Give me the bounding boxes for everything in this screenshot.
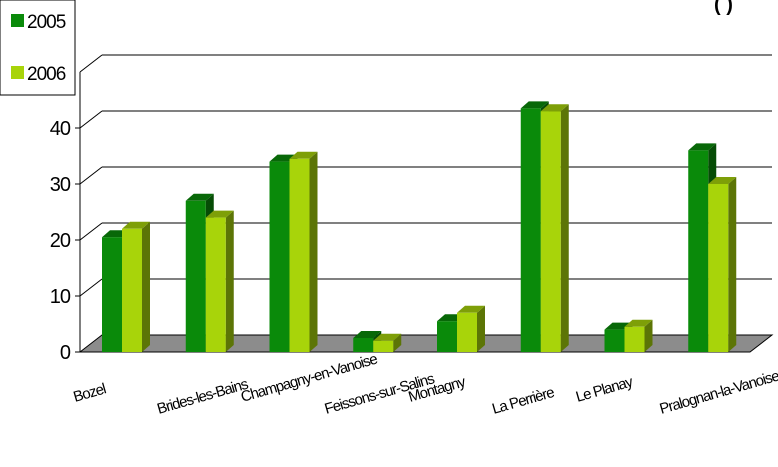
y-tick-label: 20 <box>50 230 71 252</box>
legend: 2005 2006 <box>0 0 76 96</box>
bar <box>540 104 569 352</box>
category-label: La Perrière <box>490 384 556 418</box>
y-tick-label: 10 <box>50 286 71 308</box>
partial-header-text: ( ) <box>714 0 733 16</box>
legend-swatch <box>11 66 24 79</box>
bar <box>289 151 318 352</box>
gridline-side <box>79 166 103 185</box>
category-label: Brides-les-Bains <box>155 376 250 418</box>
y-tick-label: 30 <box>50 174 71 196</box>
bar <box>624 319 653 352</box>
legend-swatch <box>11 14 24 27</box>
y-tick-label: 40 <box>50 118 71 140</box>
gridlines <box>79 54 772 297</box>
bar <box>373 333 402 352</box>
legend-label: 2005 <box>27 12 66 33</box>
bar <box>205 210 234 352</box>
bar <box>708 177 737 352</box>
category-label: Le Planay <box>574 373 636 406</box>
bar <box>457 305 485 352</box>
category-labels: Bozel Brides-les-BainsChampagny-en-Vanois… <box>71 351 778 418</box>
chart-floor <box>78 334 774 353</box>
y-tick-labels: 0 10 20 30 40 <box>50 118 80 364</box>
gridline-side <box>79 278 103 297</box>
y-tick-label: 0 <box>60 342 71 364</box>
bars <box>102 101 737 353</box>
gridline-side <box>79 110 103 129</box>
gridline-side <box>79 54 103 73</box>
category-label: Bozel <box>71 380 108 405</box>
category-label: Pralognan-la-Vanoise <box>658 367 778 417</box>
gridline-side <box>79 222 103 241</box>
legend-label: 2006 <box>27 64 66 85</box>
bar <box>122 221 150 352</box>
